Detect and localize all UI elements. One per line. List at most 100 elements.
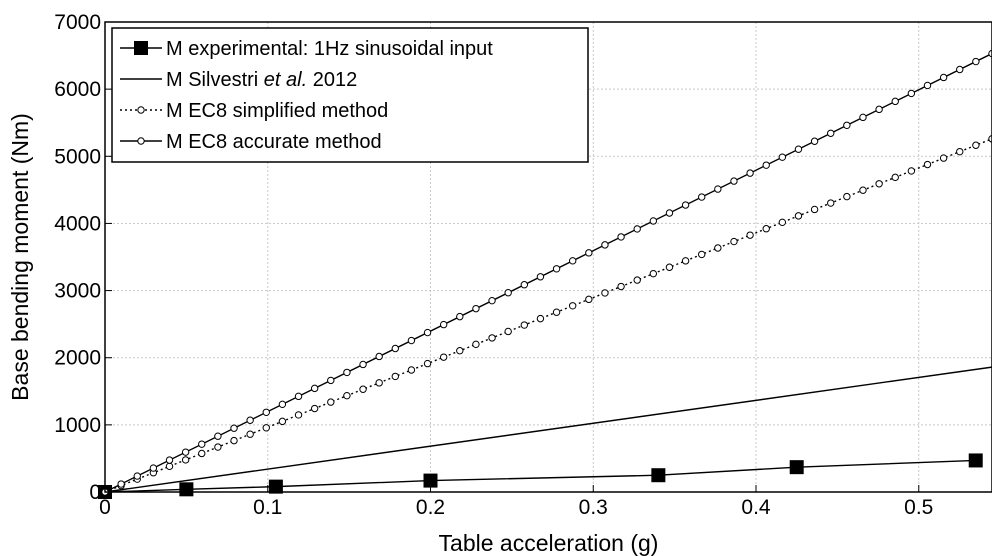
ec8-accurate-marker [956,65,964,74]
y-tick-label: 2000 [54,347,101,370]
legend-item: M EC8 simplified method [120,100,388,122]
ec8-accurate-marker [407,336,416,345]
ec8-simplified-marker [359,385,367,393]
experimental-marker [968,453,983,468]
ec8-simplified-marker [617,282,625,291]
ec8-simplified-marker [278,417,287,426]
series-m-experimental-1hz-sinusoidal-input [98,453,983,499]
x-tick-label: 0.4 [741,496,771,519]
ec8-accurate-marker [310,384,319,393]
series-line [104,366,992,493]
ec8-simplified-marker [907,167,916,175]
ec8-accurate-marker [246,416,254,424]
legend-item: M EC8 accurate method [120,131,382,153]
ec8-simplified-marker [181,456,190,464]
ec8-simplified-marker [956,147,964,156]
y-axis-label: Base bending moment (Nm) [7,113,33,401]
y-tick-label: 6000 [54,78,101,101]
ec8-accurate-marker [827,129,835,137]
ec8-accurate-marker [536,273,545,281]
experimental-marker [651,468,666,483]
ec8-accurate-marker [585,249,593,257]
ec8-accurate-marker [794,145,803,153]
ec8-simplified-marker [198,449,206,458]
ec8-simplified-marker [262,424,270,432]
ec8-accurate-marker [149,464,158,472]
ec8-accurate-marker [552,265,561,273]
legend-label-part: M EC8 simplified method [166,100,388,122]
ec8-accurate-marker [520,281,529,289]
ec8-accurate-marker [165,456,174,464]
ec8-accurate-marker [891,97,899,106]
ec8-accurate-marker [133,472,141,480]
ec8-accurate-marker [568,257,577,265]
legend-label: M EC8 accurate method [166,131,382,153]
legend-label: M experimental: 1Hz sinusoidal input [166,38,493,60]
ec8-accurate-marker [181,448,190,456]
ec8-simplified-marker [939,154,948,162]
ec8-simplified-marker [536,314,545,323]
ec8-accurate-marker [778,153,787,161]
ec8-accurate-marker [714,185,722,193]
ec8-accurate-marker [730,177,738,185]
series-layer [98,49,992,499]
legend-label-part: et al. [264,69,307,91]
legend-swatch-marker [137,137,145,145]
ec8-simplified-marker [391,372,399,381]
legend-label-part: M Silvestri [166,69,264,91]
ec8-simplified-marker [698,250,706,259]
ec8-simplified-marker [423,359,432,368]
ec8-simplified-marker [649,269,658,278]
legend-label: M EC8 simplified method [166,100,388,122]
x-tick-label: 0.5 [904,496,933,519]
ec8-accurate-marker [262,408,270,416]
ec8-accurate-marker [359,360,367,369]
ec8-accurate-marker [875,105,883,114]
ec8-accurate-marker [198,440,206,448]
ec8-accurate-marker [633,225,641,233]
legend-item: M Silvestri et al. 2012 [120,69,357,91]
ec8-accurate-marker [456,312,464,321]
plot-frame [104,21,992,493]
x-tick-label: 0.3 [579,496,608,519]
ec8-simplified-marker [794,212,803,220]
ec8-accurate-marker [746,169,754,177]
experimental-line [104,459,976,493]
ec8-accurate-marker [972,57,980,66]
ec8-simplified-marker [214,443,222,451]
ec8-simplified-marker [746,231,754,239]
ec8-accurate-marker [278,400,287,409]
ec8-accurate-marker [230,424,238,432]
ec8-simplified-marker [439,353,448,361]
legend-swatch-marker [134,41,148,55]
x-tick-label: 0.2 [416,496,445,519]
legend-label-part: 2012 [307,69,357,91]
legend-swatch-marker [137,106,145,114]
x-tick-label: 0.1 [253,496,282,519]
ec8-simplified-marker [327,398,335,406]
y-tick-label: 0 [89,481,101,504]
ec8-simplified-marker [810,205,819,214]
ec8-simplified-marker [859,186,867,194]
legend-box [111,27,589,163]
ec8-accurate-marker [923,81,932,90]
ec8-accurate-marker [762,161,770,169]
ec8-simplified-marker [310,404,319,413]
ec8-simplified-marker [294,411,303,419]
ec8-simplified-marker [585,295,593,304]
ec8-simplified-marker [665,263,674,271]
ec8-simplified-marker [827,199,835,207]
legend-item: M experimental: 1Hz sinusoidal input [120,38,493,60]
legend-label-part: M experimental: 1Hz sinusoidal input [166,38,493,60]
ec8-simplified-marker [923,160,932,169]
ec8-simplified-marker [343,391,351,400]
ec8-accurate-marker [649,217,658,225]
ec8-accurate-marker [391,344,399,353]
x-axis-label: Table acceleration (g) [439,530,659,556]
ec8-accurate-marker [859,113,867,122]
ec8-accurate-marker [117,480,125,488]
series-m-ec8-accurate-method [101,49,992,496]
experimental-marker [268,479,283,494]
ec8-simplified-marker [778,218,787,227]
